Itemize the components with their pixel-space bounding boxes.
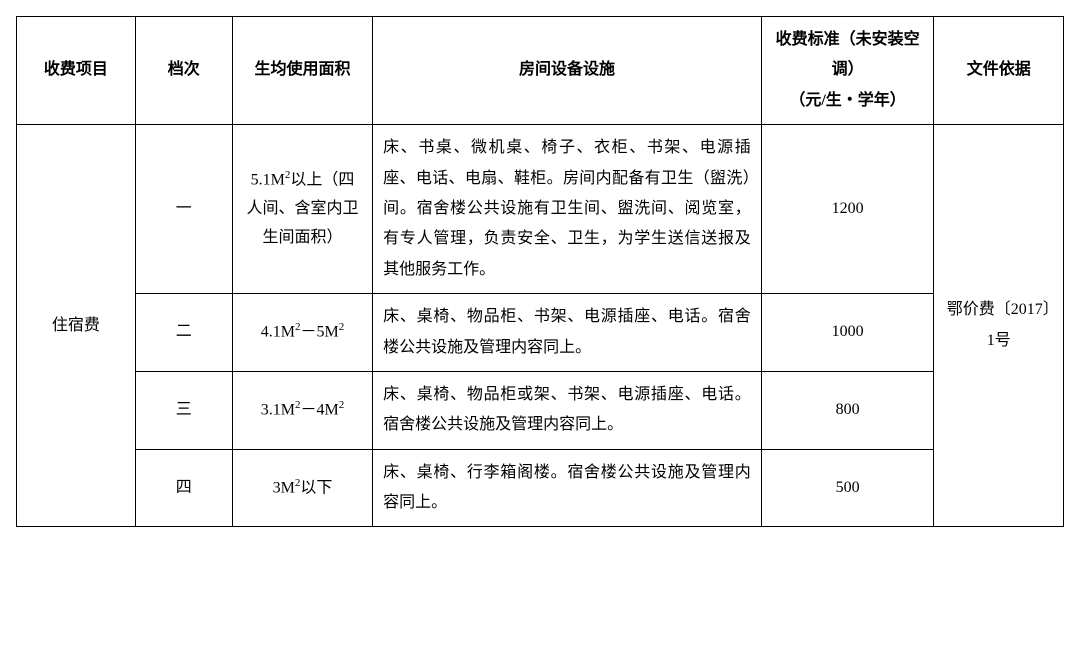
area-cell: 4.1M2－5M2 bbox=[232, 294, 372, 372]
header-item: 收费项目 bbox=[17, 17, 136, 125]
category-cell: 住宿费 bbox=[17, 125, 136, 527]
header-doc: 文件依据 bbox=[934, 17, 1064, 125]
header-fee-line1: 收费标准（未安装空调） bbox=[776, 31, 920, 78]
area-cell: 3.1M2－4M2 bbox=[232, 371, 372, 449]
table-row: 四 3M2以下 床、桌椅、行李箱阁楼。宿舍楼公共设施及管理内容同上。 500 bbox=[17, 449, 1064, 527]
area-cell: 3M2以下 bbox=[232, 449, 372, 527]
level-cell: 四 bbox=[135, 449, 232, 527]
fee-cell: 1000 bbox=[761, 294, 934, 372]
header-fee-line2: （元/生・学年） bbox=[789, 92, 905, 109]
fee-table: 收费项目 档次 生均使用面积 房间设备设施 收费标准（未安装空调） （元/生・学… bbox=[16, 16, 1064, 527]
header-level: 档次 bbox=[135, 17, 232, 125]
level-cell: 一 bbox=[135, 125, 232, 294]
header-row: 收费项目 档次 生均使用面积 房间设备设施 收费标准（未安装空调） （元/生・学… bbox=[17, 17, 1064, 125]
header-area: 生均使用面积 bbox=[232, 17, 372, 125]
doc-cell: 鄂价费〔2017〕1号 bbox=[934, 125, 1064, 527]
header-fee: 收费标准（未安装空调） （元/生・学年） bbox=[761, 17, 934, 125]
level-cell: 三 bbox=[135, 371, 232, 449]
fee-cell: 1200 bbox=[761, 125, 934, 294]
fee-cell: 500 bbox=[761, 449, 934, 527]
equip-cell: 床、桌椅、物品柜或架、书架、电源插座、电话。宿舍楼公共设施及管理内容同上。 bbox=[373, 371, 762, 449]
equip-cell: 床、桌椅、物品柜、书架、电源插座、电话。宿舍楼公共设施及管理内容同上。 bbox=[373, 294, 762, 372]
table-row: 住宿费 一 5.1M2以上（四人间、含室内卫生间面积） 床、书桌、微机桌、椅子、… bbox=[17, 125, 1064, 294]
table-row: 三 3.1M2－4M2 床、桌椅、物品柜或架、书架、电源插座、电话。宿舍楼公共设… bbox=[17, 371, 1064, 449]
area-cell: 5.1M2以上（四人间、含室内卫生间面积） bbox=[232, 125, 372, 294]
fee-cell: 800 bbox=[761, 371, 934, 449]
level-cell: 二 bbox=[135, 294, 232, 372]
equip-cell: 床、桌椅、行李箱阁楼。宿舍楼公共设施及管理内容同上。 bbox=[373, 449, 762, 527]
equip-cell: 床、书桌、微机桌、椅子、衣柜、书架、电源插座、电话、电扇、鞋柜。房间内配备有卫生… bbox=[373, 125, 762, 294]
table-row: 二 4.1M2－5M2 床、桌椅、物品柜、书架、电源插座、电话。宿舍楼公共设施及… bbox=[17, 294, 1064, 372]
header-equip: 房间设备设施 bbox=[373, 17, 762, 125]
